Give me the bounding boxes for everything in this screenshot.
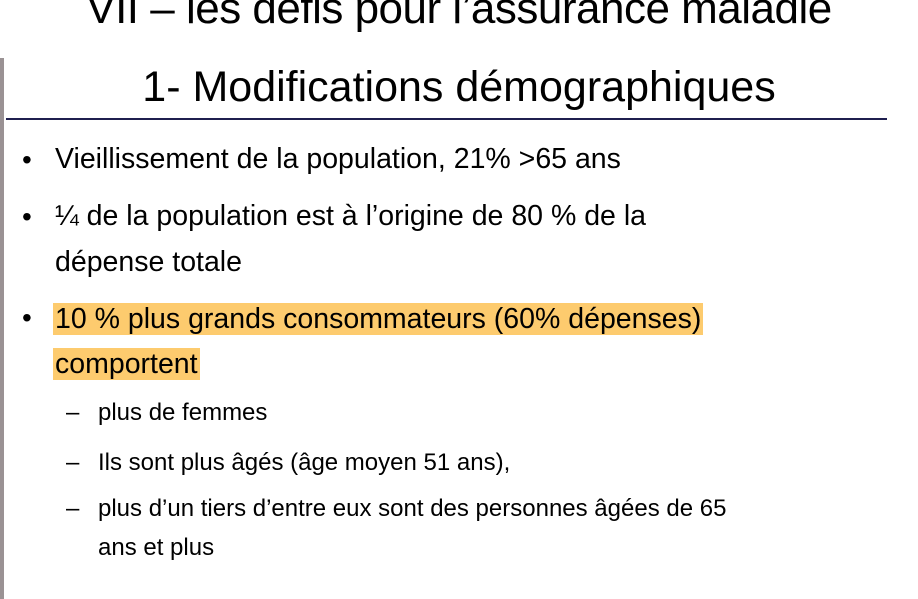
slide-title-line1: VII – les défis pour l’assurance maladie	[86, 0, 832, 33]
dash-icon: –	[66, 495, 80, 522]
sub-bullet-3-line1: plus d’un tiers d’entre eux sont des per…	[98, 495, 727, 522]
dash-icon: –	[66, 449, 80, 476]
left-edge-bar	[0, 58, 4, 599]
bullet-3-line1: 10 % plus grands consommateurs (60% dépe…	[53, 297, 704, 342]
dash-icon: –	[66, 399, 80, 426]
highlighted-text: comportent	[53, 348, 200, 380]
bullet-icon: •	[22, 144, 32, 175]
sub-bullet-3-line2: ans et plus	[98, 534, 215, 561]
slide-title-line2: 1- Modifications démographiques	[142, 63, 776, 111]
bullet-1: Vieillissement de la population, 21% >65…	[55, 143, 621, 175]
title-divider	[6, 118, 887, 120]
bullet-2-line1: ¼ de la population est à l’origine de 80…	[55, 200, 646, 232]
bullet-3-line2: comportent	[53, 342, 200, 387]
bullet-icon: •	[22, 302, 32, 333]
bullet-2-line2: dépense totale	[55, 246, 242, 278]
bullet-icon: •	[22, 201, 32, 232]
sub-bullet-1: plus de femmes	[98, 399, 268, 426]
sub-bullet-2: Ils sont plus âgés (âge moyen 51 ans),	[98, 449, 511, 476]
highlighted-text: 10 % plus grands consommateurs (60% dépe…	[53, 303, 704, 335]
